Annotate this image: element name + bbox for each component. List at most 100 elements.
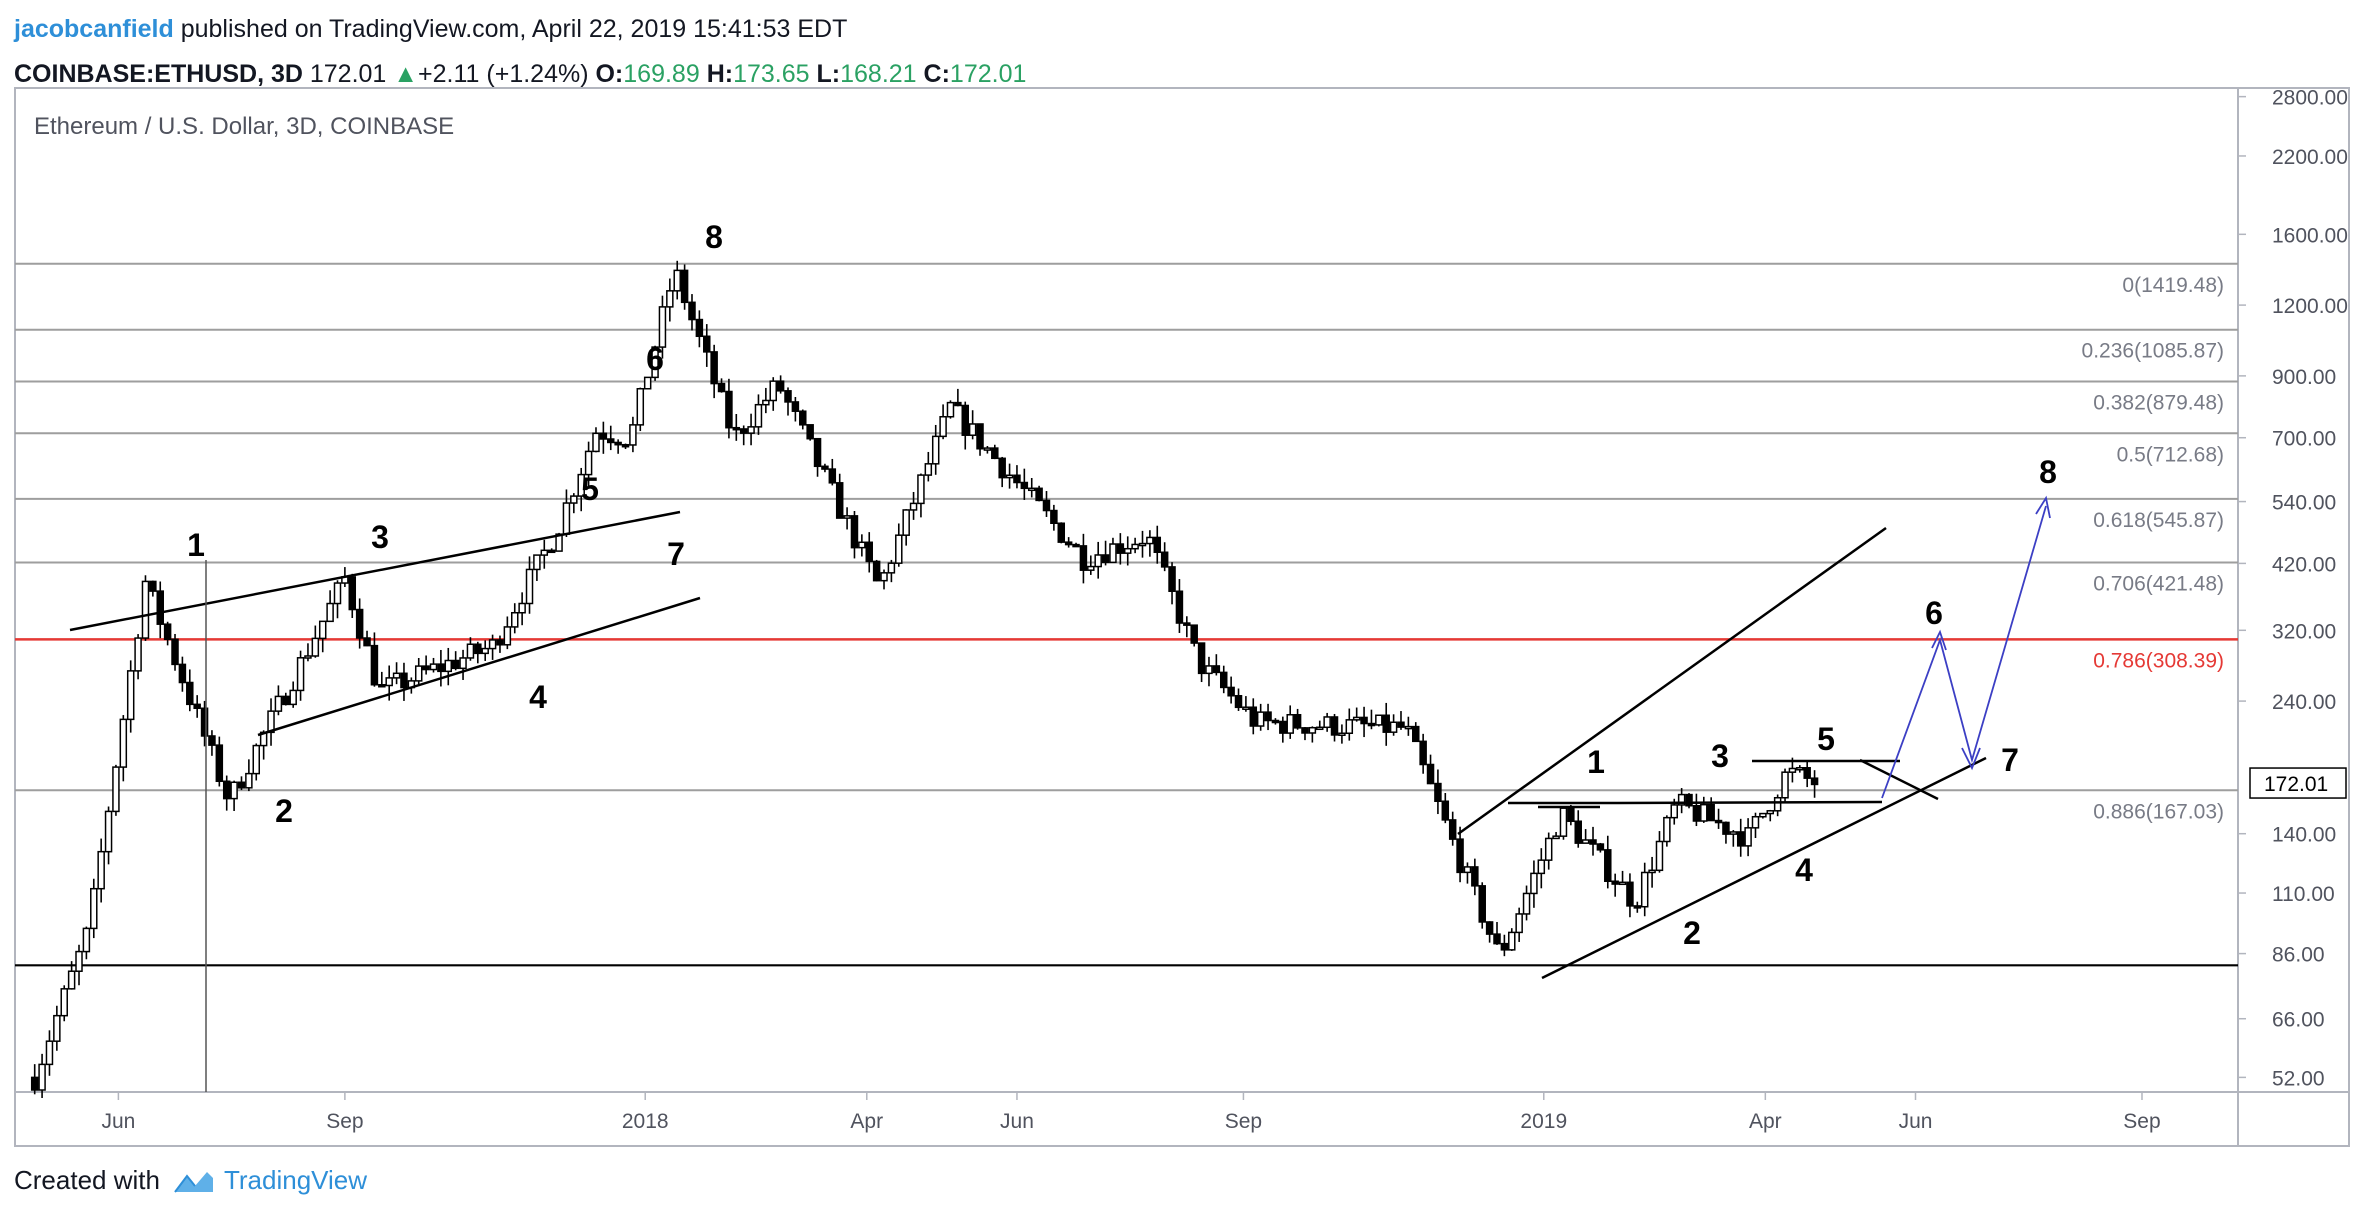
candle-down <box>599 432 608 440</box>
wave-label: 8 <box>705 219 723 255</box>
candle-down <box>710 351 718 385</box>
candle-up <box>629 424 637 446</box>
candle-down <box>1397 721 1405 728</box>
candle-down <box>1271 719 1280 724</box>
candle-down <box>821 465 829 470</box>
candle-down <box>1249 706 1258 727</box>
candle-down <box>215 744 224 783</box>
candle-up <box>296 657 305 692</box>
price-tick-label: 110.00 <box>2272 883 2335 906</box>
candle-up <box>1530 872 1538 895</box>
projection-arrowhead <box>1931 629 1947 651</box>
wave-label: 7 <box>667 536 685 572</box>
candle-down <box>1478 885 1486 923</box>
price-tick-label: 700.00 <box>2272 428 2336 451</box>
candle-up <box>75 950 83 972</box>
candle-down <box>363 637 371 647</box>
candle-down <box>1212 665 1221 674</box>
candle-up <box>141 580 150 639</box>
candle-up <box>858 541 866 549</box>
time-axis: Jun Sep 2018 Apr Jun Sep 2019 Apr Jun Sep <box>101 1092 2161 1133</box>
author-link[interactable]: jacobcanfield <box>14 15 174 43</box>
time-tick-label: Apr <box>1749 1110 1782 1133</box>
symbol: COINBASE:ETHUSD, 3D <box>14 60 303 88</box>
candle-down <box>739 428 748 434</box>
candle-down <box>178 663 187 684</box>
candle-up <box>518 602 526 614</box>
close-value: 172.01 <box>949 60 1027 88</box>
candle-down <box>872 560 881 582</box>
candle-down <box>208 735 216 746</box>
candle-down <box>1042 499 1051 512</box>
candle-up <box>1729 831 1738 835</box>
candle-down <box>1293 713 1302 729</box>
candle-up <box>1389 721 1398 733</box>
candle-down <box>1079 545 1088 571</box>
candle-up <box>45 1040 54 1066</box>
fib-levels: 0(1419.48) 0.236(1085.87) 0.382(879.48) 0.5… <box>15 262 2238 967</box>
candle-up <box>1618 881 1627 886</box>
candle-down <box>865 541 873 563</box>
candle-down <box>1382 714 1390 733</box>
change: +2.11 (+1.24%) <box>418 60 589 88</box>
projection-path <box>1881 505 2047 799</box>
candle-up <box>304 655 312 659</box>
candle-up <box>570 495 578 504</box>
candle-up <box>267 710 275 734</box>
tradingview-link[interactable]: TradingView <box>223 1165 368 1195</box>
candle-up <box>917 474 925 505</box>
candle-up <box>651 346 659 379</box>
candle-up <box>1242 706 1250 710</box>
candle-up <box>1508 931 1516 951</box>
high-value: 173.65 <box>733 60 810 88</box>
wave-label: 3 <box>1711 738 1729 774</box>
candle-down <box>1360 716 1368 725</box>
price-tick-label: 66.00 <box>2272 1009 2325 1032</box>
candle-up <box>414 665 423 682</box>
candle-down <box>163 623 172 641</box>
candle-down <box>1264 711 1272 722</box>
open-value: 169.89 <box>623 60 700 88</box>
candle-down <box>378 683 386 688</box>
price-tick-label: 900.00 <box>2272 366 2336 389</box>
candle-down <box>186 681 194 706</box>
candle-up <box>540 549 549 556</box>
wave-label: 4 <box>1795 852 1813 888</box>
candle-up <box>1581 839 1590 844</box>
candle-down <box>961 404 970 436</box>
candle-up <box>510 611 519 628</box>
candle-up <box>444 659 453 673</box>
candle-up <box>1670 804 1678 819</box>
tradingview-logo-icon <box>174 1172 214 1193</box>
candle-up <box>1648 869 1656 874</box>
price-tick-label: 86.00 <box>2272 944 2325 967</box>
candle-down <box>1707 803 1715 822</box>
wave-label: 7 <box>2001 742 2019 778</box>
candle-up <box>1005 474 1014 479</box>
candle-down <box>1434 782 1442 802</box>
candle-down <box>1279 720 1287 734</box>
candle-down <box>1604 849 1612 883</box>
candle-up <box>533 554 541 571</box>
candle-up <box>658 306 667 348</box>
chart-title: Ethereum / U.S. Dollar, 3D, COINBASE <box>34 113 454 140</box>
candle-down <box>1168 566 1176 592</box>
wave-label: 4 <box>529 679 547 715</box>
candle-down <box>784 390 792 403</box>
candle-up <box>1463 866 1472 874</box>
high-label: H: <box>706 60 734 88</box>
candle-down <box>171 638 179 666</box>
candle-down <box>806 424 814 440</box>
candle-up <box>909 502 918 511</box>
candle-down <box>1419 740 1427 766</box>
candle-up <box>1323 716 1331 729</box>
candle-down <box>1190 624 1198 644</box>
candle-down <box>1626 881 1634 907</box>
candle-down <box>200 707 209 737</box>
candle-down <box>695 318 704 338</box>
wave-label: 6 <box>1925 595 1943 631</box>
candle-up <box>1352 716 1361 721</box>
candle-up <box>636 387 645 426</box>
candle-down <box>156 590 164 625</box>
